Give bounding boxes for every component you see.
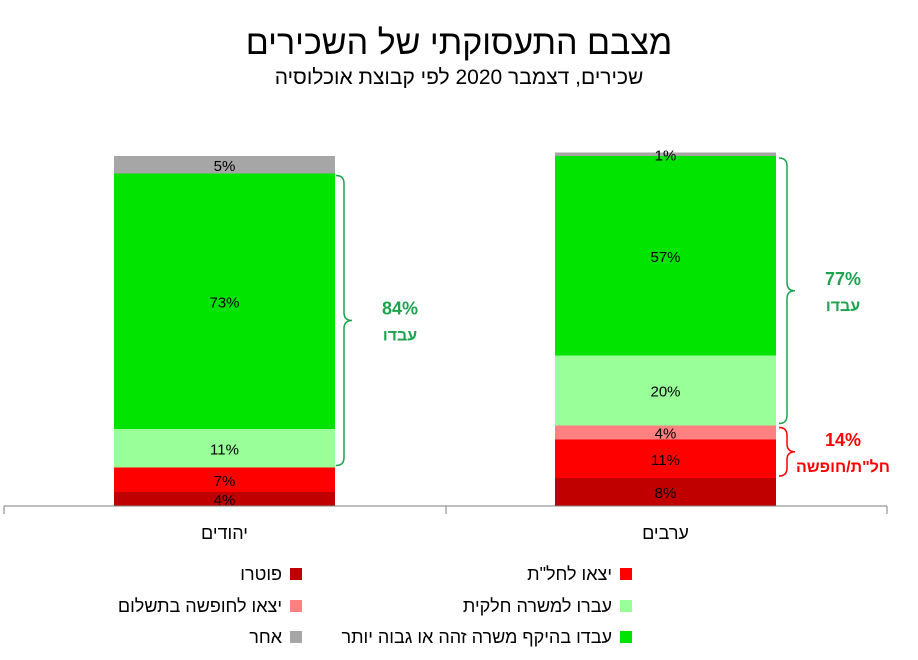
legend-label: יצאו לחל"ת bbox=[527, 563, 612, 584]
legend-item: עבדו בהיקף משרה זהה או גבוה יותר bbox=[341, 625, 632, 649]
data-label: 5% bbox=[214, 158, 236, 175]
data-label: 4% bbox=[655, 426, 677, 443]
legend-label: פוטרו bbox=[240, 563, 282, 584]
chart-title: מצבם התעסוקתי של השכירים bbox=[245, 24, 673, 62]
annotation-label: עבדו bbox=[383, 328, 417, 345]
legend-item: עברו למשרה חלקית bbox=[463, 594, 632, 618]
x-tick-label: יהודים bbox=[201, 523, 248, 543]
chart-subtitle: שכירים, דצמבר 2020 לפי קבוצת אוכלוסיה bbox=[274, 66, 644, 89]
bar-segment bbox=[114, 467, 335, 492]
data-label: 57% bbox=[650, 249, 680, 266]
bar-segment bbox=[555, 425, 776, 440]
legend-swatch bbox=[620, 631, 632, 643]
bar-segment bbox=[114, 492, 335, 506]
bar-segment bbox=[555, 355, 776, 426]
data-label: 4% bbox=[214, 492, 236, 509]
legend-label: אחר bbox=[249, 626, 282, 647]
data-label: 7% bbox=[214, 473, 236, 490]
annotation-bracket bbox=[778, 426, 796, 477]
legend-item: אחר bbox=[249, 625, 302, 649]
legend-swatch bbox=[620, 600, 632, 612]
annotation-value: 84% bbox=[382, 299, 418, 319]
legend-item: יצאו לחופשה בתשלום bbox=[118, 594, 302, 618]
data-label: 1% bbox=[655, 147, 677, 164]
legend-label: עבדו בהיקף משרה זהה או גבוה יותר bbox=[341, 626, 612, 647]
annotation-bracket bbox=[778, 157, 796, 425]
legend-item: פוטרו bbox=[240, 562, 302, 586]
legend-swatch bbox=[620, 568, 632, 580]
bar-segment bbox=[555, 152, 776, 156]
legend-swatch bbox=[290, 600, 302, 612]
annotation-value: 77% bbox=[825, 269, 861, 289]
legend-item: יצאו לחל"ת bbox=[527, 562, 632, 586]
bar-segment bbox=[555, 439, 776, 478]
data-label: 11% bbox=[651, 452, 680, 469]
annotation-label: עבדו bbox=[826, 298, 860, 315]
legend-label: יצאו לחופשה בתשלום bbox=[117, 595, 282, 616]
data-label: 11% bbox=[210, 441, 239, 458]
legend-swatch bbox=[290, 568, 302, 580]
x-tick-label: ערבים bbox=[642, 523, 689, 543]
legend-swatch bbox=[290, 631, 302, 643]
data-label: 8% bbox=[655, 485, 677, 502]
legend-label: עברו למשרה חלקית bbox=[462, 595, 612, 616]
bar-segment bbox=[555, 478, 776, 506]
annotation-bracket bbox=[335, 174, 353, 467]
annotation-label: חל"ת/חופשה bbox=[796, 458, 890, 476]
bar-segment bbox=[114, 429, 335, 468]
bar-segment bbox=[114, 156, 335, 174]
data-label: 73% bbox=[209, 294, 239, 311]
bar-segment bbox=[114, 173, 335, 429]
bar-segment bbox=[555, 156, 776, 356]
data-label: 20% bbox=[650, 384, 680, 401]
annotation-value: 14% bbox=[825, 430, 861, 450]
